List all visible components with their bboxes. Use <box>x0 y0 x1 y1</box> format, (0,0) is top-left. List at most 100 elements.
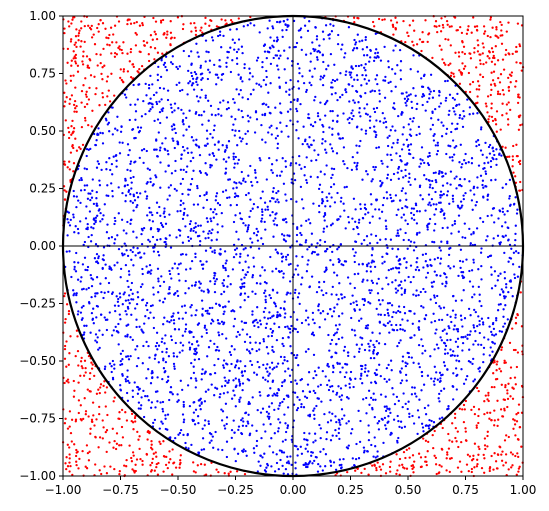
point-outside <box>500 459 504 462</box>
point-outside <box>354 469 357 472</box>
point-inside <box>171 128 174 131</box>
point-inside <box>371 281 375 285</box>
point-inside <box>225 144 228 147</box>
point-inside <box>241 268 245 272</box>
point-inside <box>423 161 426 165</box>
point-inside <box>149 382 153 385</box>
point-inside <box>374 135 377 139</box>
point-inside <box>400 216 403 219</box>
point-inside <box>262 44 266 48</box>
point-inside <box>399 328 402 331</box>
point-inside <box>199 260 202 263</box>
point-inside <box>73 265 76 269</box>
point-inside <box>354 457 358 461</box>
point-inside <box>255 429 258 433</box>
point-inside <box>453 98 456 101</box>
point-inside <box>452 328 455 331</box>
point-inside <box>500 154 503 157</box>
point-outside <box>80 20 83 23</box>
point-inside <box>269 255 272 259</box>
point-inside <box>306 450 310 453</box>
point-inside <box>139 126 143 129</box>
point-inside <box>330 93 334 96</box>
point-inside <box>138 156 141 160</box>
point-inside <box>307 463 310 466</box>
point-inside <box>358 347 361 350</box>
point-inside <box>121 254 124 257</box>
point-inside <box>235 253 238 256</box>
point-inside <box>121 191 124 195</box>
point-outside <box>504 53 507 56</box>
point-inside <box>414 94 417 97</box>
point-inside <box>162 357 165 360</box>
point-outside <box>490 88 493 92</box>
point-inside <box>181 145 185 149</box>
point-outside <box>82 55 85 58</box>
point-outside <box>85 444 89 447</box>
point-outside <box>514 322 518 325</box>
point-inside <box>458 161 461 164</box>
point-inside <box>97 127 100 130</box>
point-inside <box>458 103 461 106</box>
point-inside <box>399 69 402 72</box>
point-inside <box>324 148 327 151</box>
point-inside <box>116 300 120 303</box>
point-inside <box>311 462 314 465</box>
point-inside <box>450 122 454 125</box>
point-inside <box>190 284 194 287</box>
point-inside <box>368 126 372 130</box>
point-outside <box>467 469 470 473</box>
point-inside <box>417 293 420 297</box>
point-inside <box>196 184 199 188</box>
point-outside <box>84 465 87 468</box>
point-inside <box>141 272 144 276</box>
point-inside <box>355 300 358 303</box>
point-inside <box>254 176 257 179</box>
point-outside <box>503 407 506 410</box>
point-outside <box>68 457 71 460</box>
point-inside <box>102 246 106 249</box>
point-inside <box>381 111 384 115</box>
point-outside <box>74 62 78 65</box>
point-inside <box>404 364 408 368</box>
point-inside <box>335 293 338 296</box>
point-inside <box>284 193 287 196</box>
point-outside <box>131 451 135 454</box>
point-inside <box>330 293 333 296</box>
point-inside <box>182 418 186 421</box>
point-inside <box>74 225 77 228</box>
point-inside <box>315 404 318 408</box>
point-outside <box>69 431 73 435</box>
point-inside <box>334 332 337 335</box>
point-inside <box>135 318 138 321</box>
point-outside <box>411 467 414 471</box>
point-inside <box>90 295 93 299</box>
point-outside <box>493 385 496 389</box>
point-outside <box>72 146 75 150</box>
point-inside <box>145 182 148 185</box>
point-inside <box>491 340 494 344</box>
point-outside <box>517 93 520 96</box>
point-inside <box>468 180 471 183</box>
point-inside <box>95 166 99 169</box>
point-inside <box>276 430 280 433</box>
point-inside <box>472 231 475 234</box>
point-inside <box>385 191 388 194</box>
point-inside <box>201 123 204 126</box>
point-inside <box>158 427 161 430</box>
point-inside <box>285 258 288 261</box>
point-inside <box>447 405 450 408</box>
point-inside <box>107 121 111 124</box>
point-inside <box>381 162 384 165</box>
point-inside <box>207 236 210 240</box>
point-inside <box>321 142 324 145</box>
point-inside <box>156 376 159 379</box>
point-inside <box>190 314 193 317</box>
point-inside <box>278 313 281 316</box>
point-inside <box>225 65 228 68</box>
point-outside <box>467 25 470 28</box>
point-inside <box>284 370 287 373</box>
point-outside <box>477 389 480 393</box>
point-inside <box>261 242 265 246</box>
point-inside <box>297 273 300 276</box>
